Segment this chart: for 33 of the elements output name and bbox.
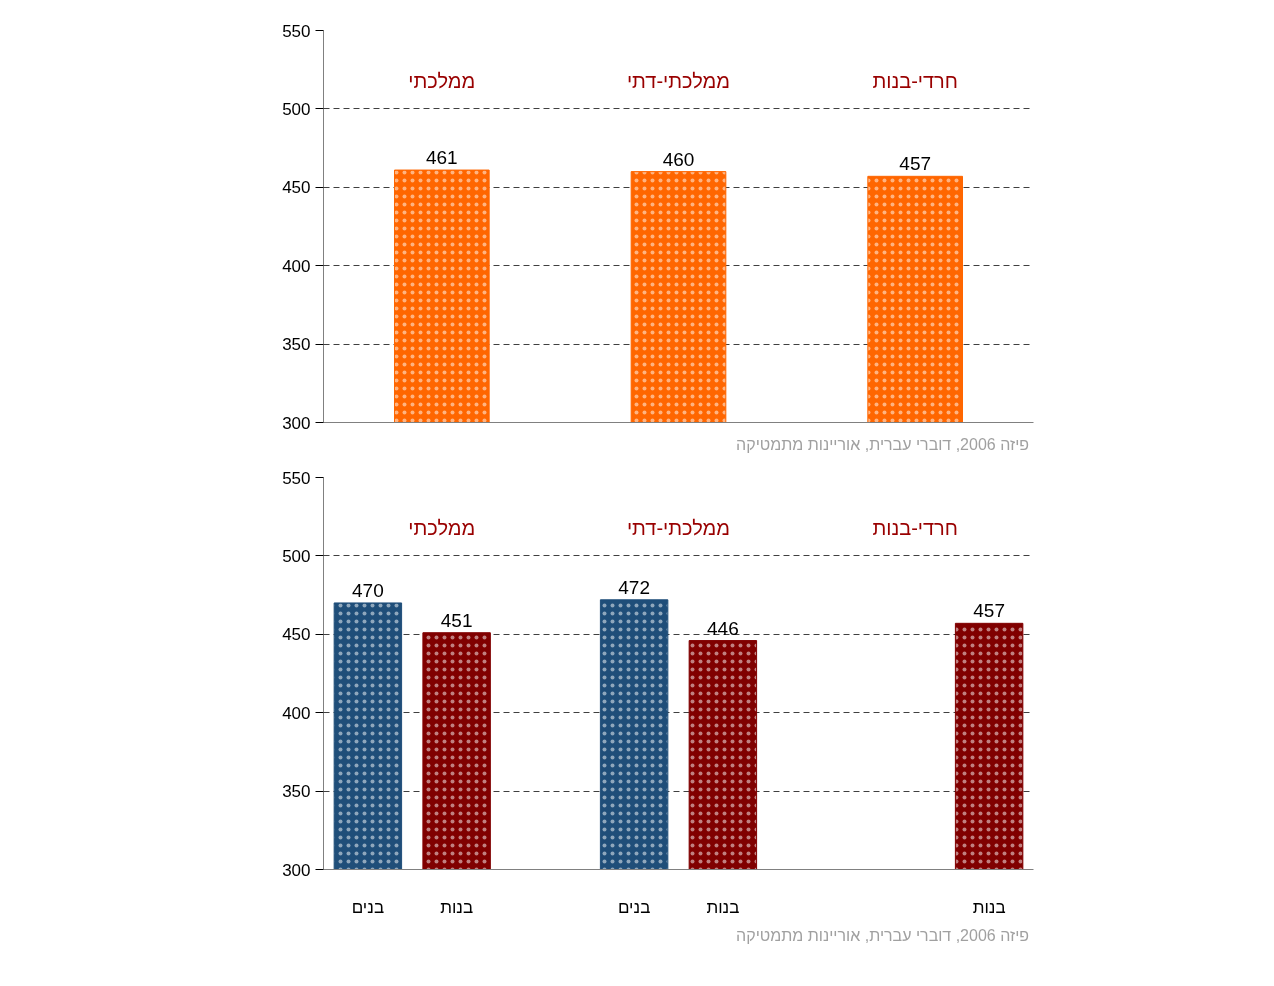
annotation: ממלכתי [408,70,476,93]
text: פיזה 2006, דוברי עברית, אוריינות מתמטיקה [736,926,1030,944]
annotation: חרדי-בנות [872,70,958,93]
annotation: ממלכתי-דתי [626,70,731,93]
y-tick-label: 550 [282,468,311,488]
y-tick-label: 550 [282,21,311,41]
data-label: 470 [352,579,384,601]
data-label: 460 [662,148,695,170]
x-tick-label: בנים [617,897,651,917]
annotation: חרדי-בנות [872,517,958,540]
y-tick-label: 350 [282,782,311,802]
x-tick-label: בנות [440,897,474,917]
y-tick-label: 350 [282,335,311,355]
data-label: 461 [425,147,458,169]
data-label: 472 [618,576,650,598]
x-tick-label: בנות [706,897,740,917]
y-tick-label: 500 [282,99,311,119]
y-tick-label: 300 [282,413,311,433]
y-tick-label: 500 [282,546,311,566]
data-label: 457 [899,153,932,175]
data-label: 446 [707,617,739,639]
text: פיזה 2006, דוברי עברית, אוריינות מתמטיקה [736,435,1030,453]
annotation: ממלכתי [408,517,476,540]
data-label: 451 [440,609,473,631]
y-tick-label: 400 [282,256,311,276]
data-label: 457 [973,600,1005,622]
x-tick-label: בנות [972,897,1006,917]
y-tick-label: 400 [282,703,311,723]
y-tick-label: 450 [282,178,311,198]
y-tick-label: 450 [282,625,311,645]
y-tick-label: 300 [282,860,311,880]
annotation: ממלכתי-דתי [626,517,731,540]
x-tick-label: בנים [351,897,385,917]
